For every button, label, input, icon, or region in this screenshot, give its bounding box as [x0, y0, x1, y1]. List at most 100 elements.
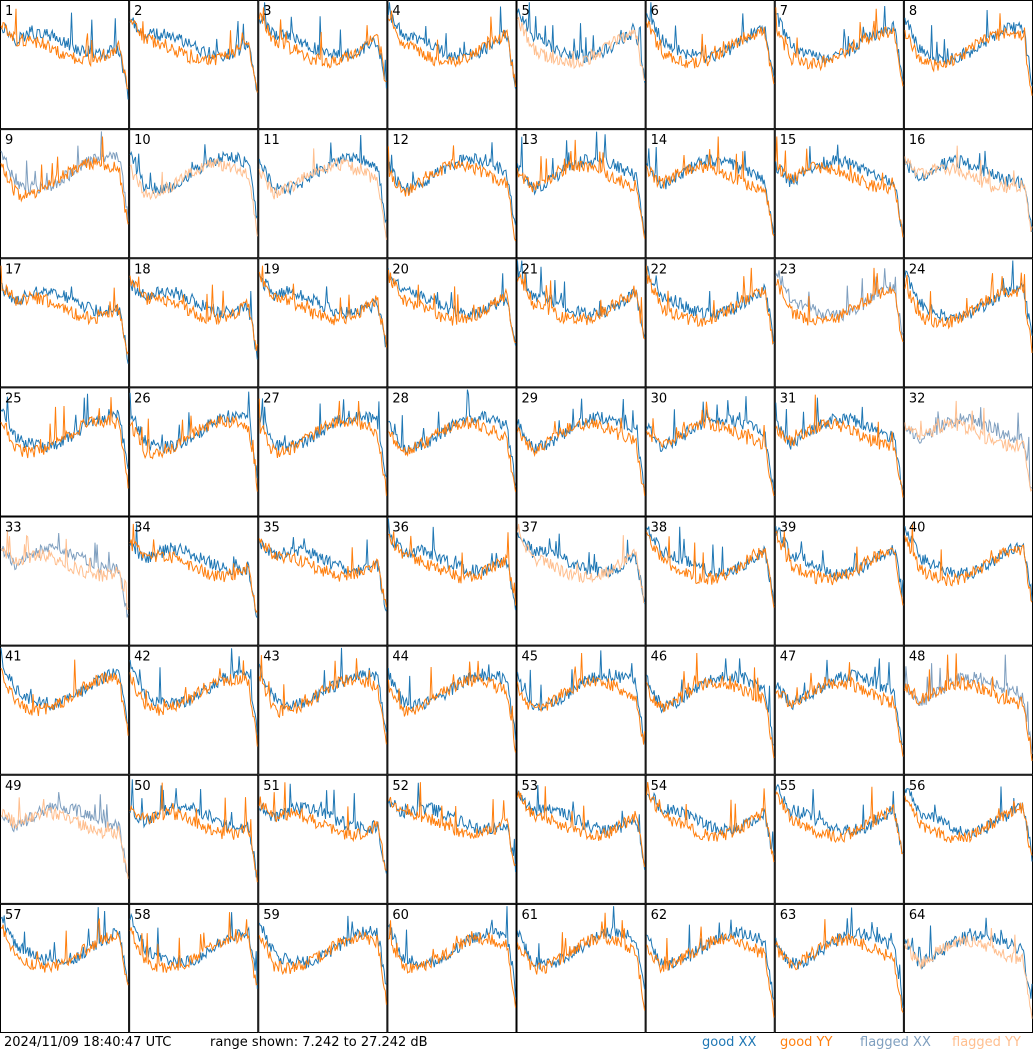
panel-label: 49 — [5, 779, 22, 794]
series-yy-line — [258, 148, 387, 240]
panel-label: 19 — [263, 262, 280, 277]
panel-frame — [258, 774, 388, 904]
panel-frame — [0, 387, 130, 517]
panel-62: 62 — [645, 903, 775, 1033]
panel-frame — [387, 0, 517, 130]
panel-label: 54 — [651, 779, 668, 794]
series-yy-line — [904, 653, 1033, 762]
panel-frame — [516, 903, 646, 1033]
panel-32: 32 — [903, 387, 1033, 517]
panel-frame — [129, 387, 259, 517]
panel-label: 30 — [651, 391, 668, 406]
panel-frame — [129, 129, 259, 259]
series-yy-line — [0, 265, 129, 356]
series-xx-line — [646, 658, 774, 746]
series-xx-line — [904, 526, 1033, 602]
series-xx-line — [517, 650, 646, 744]
series-xx-line — [904, 407, 1033, 489]
series-yy-line — [0, 136, 129, 225]
panel-label: 47 — [780, 650, 797, 665]
series-yy-line — [775, 136, 904, 238]
series-yy-line — [258, 654, 387, 745]
series-xx-line — [258, 272, 387, 348]
panel-frame — [0, 129, 130, 259]
panel-49: 49 — [0, 774, 130, 904]
panel-frame — [645, 387, 775, 517]
panel-frame — [774, 0, 904, 130]
panel-15: 15 — [774, 129, 904, 259]
series-yy-line — [646, 531, 775, 608]
panel-label: 8 — [909, 4, 917, 19]
panel-frame — [516, 645, 646, 775]
series-yy-line — [388, 920, 516, 1008]
panel-label: 12 — [392, 133, 409, 148]
panel-38: 38 — [645, 516, 775, 646]
panel-26: 26 — [129, 387, 259, 517]
series-yy-line — [388, 531, 516, 606]
series-xx-line — [775, 783, 904, 855]
panel-39: 39 — [774, 516, 904, 646]
panel-frame — [129, 645, 259, 775]
panel-8: 8 — [903, 0, 1033, 130]
panel-31: 31 — [774, 387, 904, 517]
series-yy-line — [0, 530, 129, 611]
series-xx-line — [904, 917, 1033, 999]
panel-label: 28 — [392, 391, 409, 406]
panel-label: 18 — [134, 262, 151, 277]
series-xx-line — [517, 906, 646, 990]
legend-flagged-xx: flagged XX — [860, 1035, 931, 1050]
panel-frame — [516, 129, 646, 259]
series-yy-line — [258, 930, 387, 1005]
panel-label: 9 — [5, 133, 13, 148]
panel-frame — [903, 903, 1033, 1033]
panel-frame — [129, 0, 259, 130]
panel-label: 4 — [392, 4, 400, 19]
series-xx-line — [904, 150, 1033, 232]
panel-label: 35 — [263, 521, 280, 536]
series-xx-line — [517, 398, 646, 489]
series-yy-line — [258, 782, 387, 871]
panel-label: 51 — [263, 779, 280, 794]
panel-frame — [0, 645, 130, 775]
series-xx-line — [129, 523, 258, 618]
panel-frame — [0, 774, 130, 904]
panel-label: 11 — [263, 133, 280, 148]
panel-frame — [258, 645, 388, 775]
panel-frame — [645, 258, 775, 388]
panel-frame — [129, 258, 259, 388]
series-yy-line — [517, 912, 646, 1011]
series-yy-line — [904, 795, 1033, 856]
series-xx-line — [258, 134, 387, 224]
panel-frame — [774, 129, 904, 259]
series-xx-line — [646, 526, 775, 606]
panel-34: 34 — [129, 516, 259, 646]
series-yy-line — [646, 782, 775, 863]
panel-label: 57 — [5, 908, 22, 923]
series-xx-line — [129, 17, 258, 93]
panel-label: 42 — [134, 650, 151, 665]
series-xx-line — [517, 531, 646, 605]
timestamp-label: 2024/11/09 18:40:47 UTC — [4, 1035, 172, 1050]
series-yy-line — [129, 523, 258, 614]
panel-48: 48 — [903, 645, 1033, 775]
panel-frame — [129, 774, 259, 904]
panel-46: 46 — [645, 645, 775, 775]
panel-label: 14 — [651, 133, 668, 148]
panel-label: 45 — [522, 650, 539, 665]
panel-frame — [516, 774, 646, 904]
panel-5: 5 — [516, 0, 646, 130]
series-yy-line — [904, 13, 1033, 96]
panel-label: 43 — [263, 650, 280, 665]
panel-frame — [903, 645, 1033, 775]
panel-label: 27 — [263, 391, 280, 406]
panel-frame — [774, 903, 904, 1033]
panel-label: 34 — [134, 521, 151, 536]
panel-label: 23 — [780, 262, 797, 277]
panel-16: 16 — [903, 129, 1033, 259]
panel-53: 53 — [516, 774, 646, 904]
series-xx-line — [775, 397, 904, 490]
panel-frame — [387, 774, 517, 904]
panel-label: 52 — [392, 779, 409, 794]
series-xx-line — [0, 282, 129, 364]
